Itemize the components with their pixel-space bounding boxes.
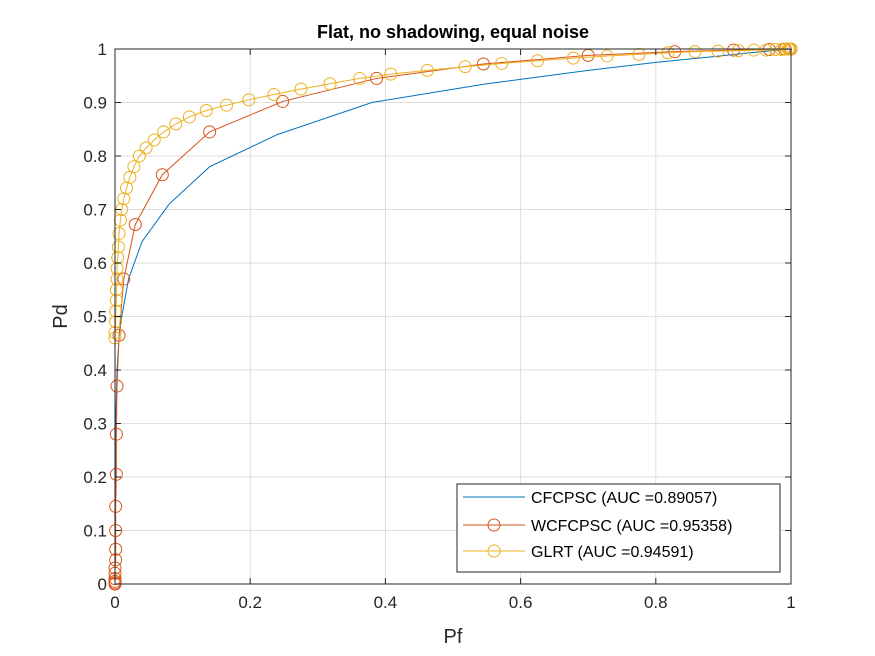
legend-entry: GLRT (AUC =0.94591)	[463, 544, 694, 561]
x-tick-label: 1	[786, 593, 795, 612]
data-point	[199, 104, 213, 118]
data-point	[775, 43, 789, 57]
data-point	[169, 117, 183, 131]
data-point	[109, 524, 123, 537]
y-tick-label: 0.4	[83, 361, 107, 380]
data-point	[112, 328, 126, 342]
data-point	[117, 192, 131, 206]
data-point	[323, 77, 337, 91]
y-tick-label: 0.3	[83, 415, 107, 434]
y-tick-label: 0.9	[83, 94, 107, 113]
data-point	[109, 553, 123, 567]
data-point	[127, 160, 141, 174]
legend-marker	[487, 518, 501, 532]
legend-entry: CFCPSC (AUC =0.89057)	[463, 490, 717, 507]
data-point	[111, 251, 125, 265]
legend: CFCPSC (AUC =0.89057) WCFCPSC (AUC =0.953…	[456, 483, 781, 573]
data-point	[109, 467, 123, 481]
data-point	[203, 125, 217, 139]
data-point	[112, 227, 126, 241]
data-point	[420, 63, 434, 77]
data-point	[182, 110, 196, 124]
data-point	[109, 499, 123, 513]
chart-title: Flat, no shadowing, equal noise	[317, 22, 589, 42]
x-axis-label: Pf	[444, 626, 463, 648]
data-point	[276, 94, 290, 108]
data-point	[109, 283, 123, 297]
data-point	[157, 125, 171, 139]
data-point	[688, 45, 702, 59]
legend-label: CFCPSC (AUC =0.89057)	[531, 490, 717, 507]
data-point	[110, 272, 124, 286]
y-tick-label: 0.2	[83, 468, 107, 487]
data-point	[109, 293, 123, 307]
legend-marker	[487, 544, 501, 558]
x-tick-label: 0	[110, 593, 119, 612]
y-tick-label: 0.6	[83, 254, 107, 273]
data-point	[128, 217, 142, 231]
data-point	[731, 44, 745, 58]
legend-entry: WCFCPSC (AUC =0.95358)	[463, 518, 732, 535]
y-tick-label: 0.1	[83, 522, 107, 541]
data-point	[109, 427, 123, 441]
data-point	[139, 141, 153, 155]
series-line	[114, 48, 791, 338]
data-point	[242, 93, 256, 107]
data-point	[370, 71, 384, 85]
data-point	[109, 315, 123, 329]
data-point	[109, 542, 123, 556]
series-3	[108, 42, 798, 345]
y-tick-label: 1	[98, 40, 107, 59]
data-point	[110, 379, 124, 393]
data-point	[458, 60, 472, 74]
data-point	[476, 57, 490, 71]
x-tick-label: 0.8	[644, 593, 668, 612]
y-axis-label: Pd	[50, 304, 72, 328]
data-point	[117, 272, 131, 286]
data-point	[294, 82, 308, 96]
data-point	[711, 44, 725, 58]
x-tick-label: 0.2	[238, 593, 262, 612]
data-point	[353, 71, 367, 85]
data-point	[384, 67, 398, 81]
x-tick-label: 0.4	[374, 593, 398, 612]
legend-label: GLRT (AUC =0.94591)	[531, 544, 694, 561]
data-point	[111, 240, 125, 254]
data-point	[113, 213, 127, 227]
legend-box	[456, 483, 781, 573]
y-tick-label: 0.7	[83, 201, 107, 220]
legend-entries: CFCPSC (AUC =0.89057) WCFCPSC (AUC =0.953…	[463, 490, 732, 561]
data-point	[132, 149, 146, 163]
legend-label: WCFCPSC (AUC =0.95358)	[531, 518, 732, 535]
data-point	[661, 46, 675, 60]
x-tick-label: 0.6	[509, 593, 533, 612]
data-point	[267, 87, 281, 101]
data-point	[600, 49, 614, 63]
y-tick-label: 0.5	[83, 308, 107, 327]
data-point	[768, 43, 782, 57]
y-tick-label: 0.8	[83, 147, 107, 166]
data-point	[155, 168, 169, 182]
data-point	[531, 54, 544, 68]
data-point	[110, 261, 124, 275]
data-point	[759, 43, 773, 57]
data-point	[566, 51, 580, 65]
data-point	[495, 56, 509, 70]
data-point	[632, 47, 646, 61]
data-point	[668, 45, 682, 59]
data-point	[147, 133, 161, 147]
data-point	[220, 98, 234, 112]
y-tick-label: 0	[98, 575, 107, 594]
data-point	[109, 304, 123, 318]
ticks: 0 0.2 0.4 0.6 0.8 1 0 0.1 0.2 0.3 0.4 0.5 0.6 0.7 0.8 0…	[83, 40, 795, 612]
